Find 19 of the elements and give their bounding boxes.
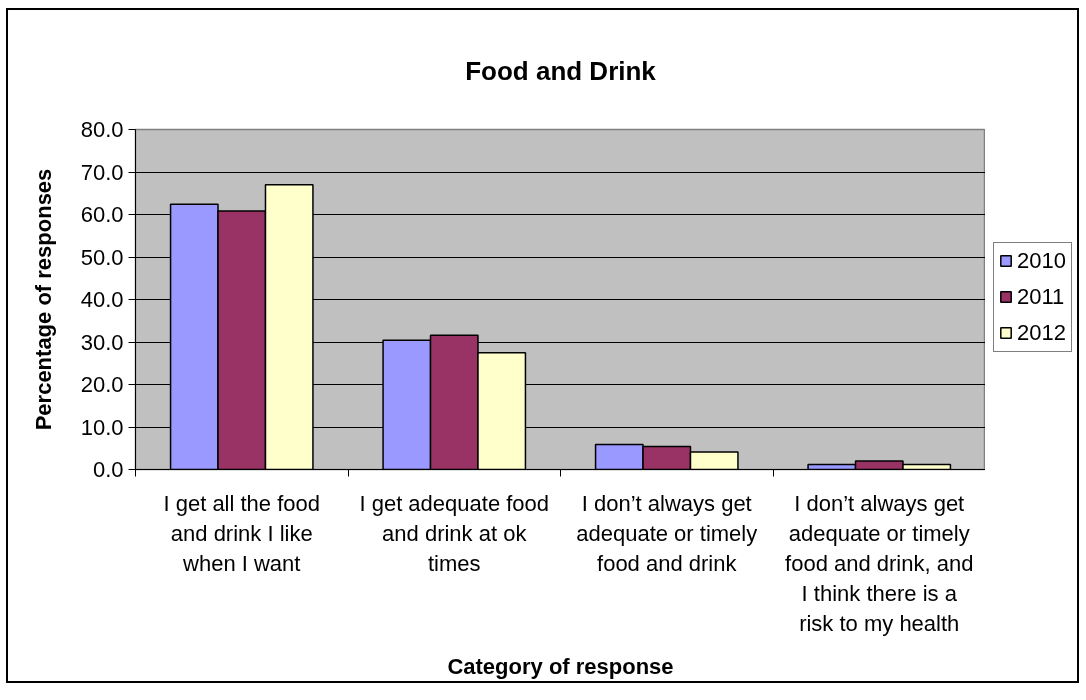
legend-label: 2012 [1017,319,1066,346]
x-tick-label: I don’t always get adequate or timely food and drink, and I think there is a risk to my health [785,490,974,636]
chart-title: Food and Drink [465,56,657,86]
y-tick-label: 80.0 [80,117,124,142]
y-tick-label: 0.0 [92,457,124,482]
x-tick-label: I get adequate food and drink at ok times [359,490,550,576]
y-tick-label: 50.0 [80,244,124,270]
x-tick-label: I don’t always get adequate or timely food and drink [576,490,758,576]
y-tick-label: 60.0 [80,202,124,227]
y-tick-label: 10.0 [80,414,124,440]
legend-label: 2010 [1017,247,1066,274]
x-axis-title: Category of response [447,653,674,679]
x-tick-label: I get all the food and drink I like when I want [163,490,321,576]
y-tick-label: 30.0 [80,329,124,355]
legend-label: 2011 [1017,283,1065,310]
y-axis-title: Percentage of responses [30,168,56,431]
y-tick-label: 20.0 [80,372,124,397]
y-tick-label: 40.0 [80,287,124,312]
y-tick-label: 70.0 [80,159,124,185]
